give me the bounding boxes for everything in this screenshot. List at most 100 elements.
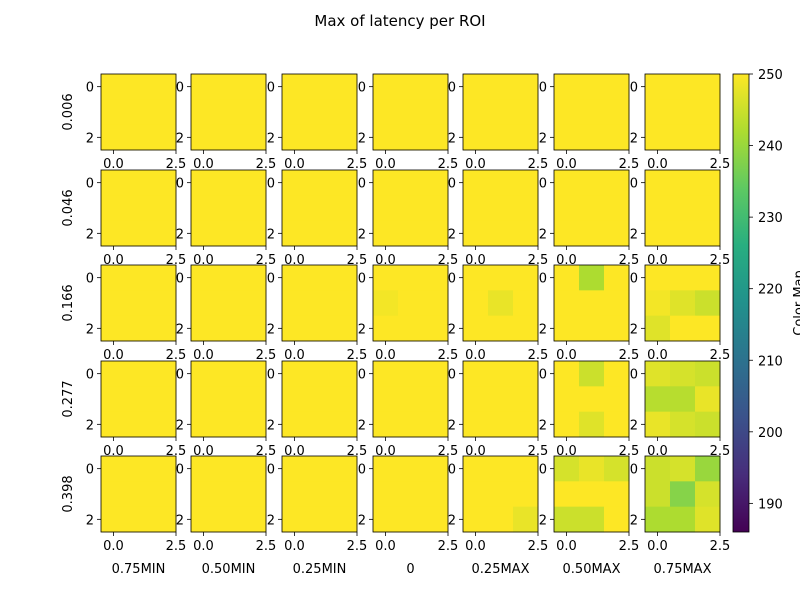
heatmap-cell bbox=[373, 220, 399, 247]
heatmap-cell bbox=[126, 386, 152, 413]
heatmap-cell bbox=[191, 386, 217, 413]
y-tick-label: 2 bbox=[358, 227, 366, 242]
heatmap-cell bbox=[604, 265, 630, 291]
panel-frame bbox=[644, 360, 721, 438]
y-tick-label: 0 bbox=[539, 272, 547, 287]
colorbar-tick-label: 220 bbox=[758, 283, 783, 298]
heatmap-cell bbox=[307, 411, 333, 438]
x-tick-label: 0.0 bbox=[103, 539, 124, 554]
heatmap-cell bbox=[488, 361, 514, 387]
heatmap-cell bbox=[554, 411, 580, 438]
heatmap-cell bbox=[101, 506, 127, 533]
heatmap-cell bbox=[216, 99, 242, 126]
y-tick-label: 2 bbox=[176, 227, 184, 242]
heatmap-panel: 0.0 2.5 0 2 bbox=[86, 169, 186, 268]
heatmap-cell bbox=[241, 386, 267, 413]
y-tick-label: 0 bbox=[539, 463, 547, 478]
y-tick-label: 2 bbox=[448, 131, 456, 146]
heatmap-cell bbox=[579, 170, 605, 196]
heatmap-cell bbox=[332, 506, 358, 533]
heatmap-cell bbox=[554, 290, 580, 317]
heatmap-cell bbox=[307, 506, 333, 533]
heatmap-cell bbox=[332, 411, 358, 438]
panel-frame bbox=[644, 455, 721, 533]
x-tick-label: 2.5 bbox=[256, 539, 277, 554]
heatmap-cell bbox=[241, 411, 267, 438]
x-tick-label: 2.5 bbox=[710, 157, 731, 172]
heatmap-cell bbox=[554, 220, 580, 247]
heatmap-cell bbox=[151, 74, 177, 100]
heatmap-cell bbox=[151, 290, 177, 317]
x-tick-label: 0.0 bbox=[284, 157, 305, 172]
y-tick-label: 2 bbox=[86, 131, 94, 146]
heatmap-cell bbox=[101, 386, 127, 413]
x-tick-label: 0.0 bbox=[103, 157, 124, 172]
heatmap-cell bbox=[695, 290, 721, 317]
heatmap-panel: 0.0 2.5 0 2 bbox=[630, 264, 730, 363]
y-tick-label: 2 bbox=[448, 513, 456, 528]
heatmap-panel: 0.0 2.5 0 2 bbox=[358, 73, 458, 172]
heatmap-cell bbox=[151, 456, 177, 482]
heatmap-panel: 0.0 2.5 0 2 bbox=[448, 264, 548, 363]
heatmap-cell bbox=[126, 315, 152, 342]
heatmap-cell bbox=[423, 124, 449, 151]
heatmap-cell bbox=[191, 315, 217, 342]
y-tick-label: 2 bbox=[358, 418, 366, 433]
heatmap-cell bbox=[101, 315, 127, 342]
y-tick-label: 0 bbox=[448, 177, 456, 192]
heatmap-cell bbox=[695, 220, 721, 247]
heatmap-cell bbox=[463, 361, 489, 387]
y-tick-label: 2 bbox=[86, 227, 94, 242]
heatmap-cell bbox=[645, 220, 671, 247]
heatmap-cell bbox=[423, 195, 449, 222]
heatmap-cell bbox=[332, 74, 358, 100]
heatmap-cell bbox=[398, 386, 424, 413]
heatmap-cell bbox=[423, 481, 449, 508]
colorbar: 190 200 210 220 230 240 250 Color Map bbox=[732, 68, 800, 533]
heatmap-cell bbox=[191, 170, 217, 196]
y-tick-label: 2 bbox=[86, 418, 94, 433]
y-tick-label: 2 bbox=[176, 513, 184, 528]
heatmap-cell bbox=[513, 124, 539, 151]
heatmap-cell bbox=[307, 74, 333, 100]
heatmap-cell bbox=[604, 506, 630, 533]
heatmap-cell bbox=[463, 290, 489, 317]
heatmap-panel: 0.0 2.5 0 2 bbox=[630, 455, 730, 554]
panel-frame bbox=[190, 169, 267, 247]
heatmap-cell bbox=[513, 170, 539, 196]
heatmap-cell bbox=[463, 99, 489, 126]
heatmap-cell bbox=[307, 170, 333, 196]
y-tick-label: 0 bbox=[86, 463, 94, 478]
heatmap-panel: 0.0 2.5 0 2 bbox=[267, 264, 367, 363]
x-tick-label: 0.0 bbox=[284, 539, 305, 554]
heatmap-cell bbox=[695, 124, 721, 151]
heatmap-cell bbox=[488, 99, 514, 126]
heatmap-cell bbox=[398, 361, 424, 387]
panel-frame bbox=[281, 73, 358, 151]
heatmap-cell bbox=[695, 411, 721, 438]
heatmap-cell bbox=[554, 481, 580, 508]
heatmap-cell bbox=[488, 456, 514, 482]
x-tick-label: 0.0 bbox=[465, 539, 486, 554]
heatmap-cell bbox=[604, 315, 630, 342]
heatmap-cell bbox=[398, 456, 424, 482]
x-tick-label: 2.5 bbox=[619, 253, 640, 268]
heatmap-cell bbox=[216, 315, 242, 342]
x-tick-label: 0.0 bbox=[647, 444, 668, 459]
heatmap-cell bbox=[241, 74, 267, 100]
heatmap-cell bbox=[191, 481, 217, 508]
heatmap-cell bbox=[151, 265, 177, 291]
heatmap-cell bbox=[554, 315, 580, 342]
heatmap-cell bbox=[398, 290, 424, 317]
heatmap-cell bbox=[488, 124, 514, 151]
heatmap-cell bbox=[695, 506, 721, 533]
x-tick-label: 2.5 bbox=[619, 444, 640, 459]
colorbar-tick-label: 190 bbox=[758, 497, 783, 512]
panel-frame bbox=[372, 169, 449, 247]
heatmap-cell bbox=[216, 386, 242, 413]
heatmap-cell bbox=[579, 386, 605, 413]
heatmap-cell bbox=[579, 74, 605, 100]
heatmap-cell bbox=[423, 220, 449, 247]
heatmap-cell bbox=[513, 456, 539, 482]
y-tick-label: 0 bbox=[358, 177, 366, 192]
